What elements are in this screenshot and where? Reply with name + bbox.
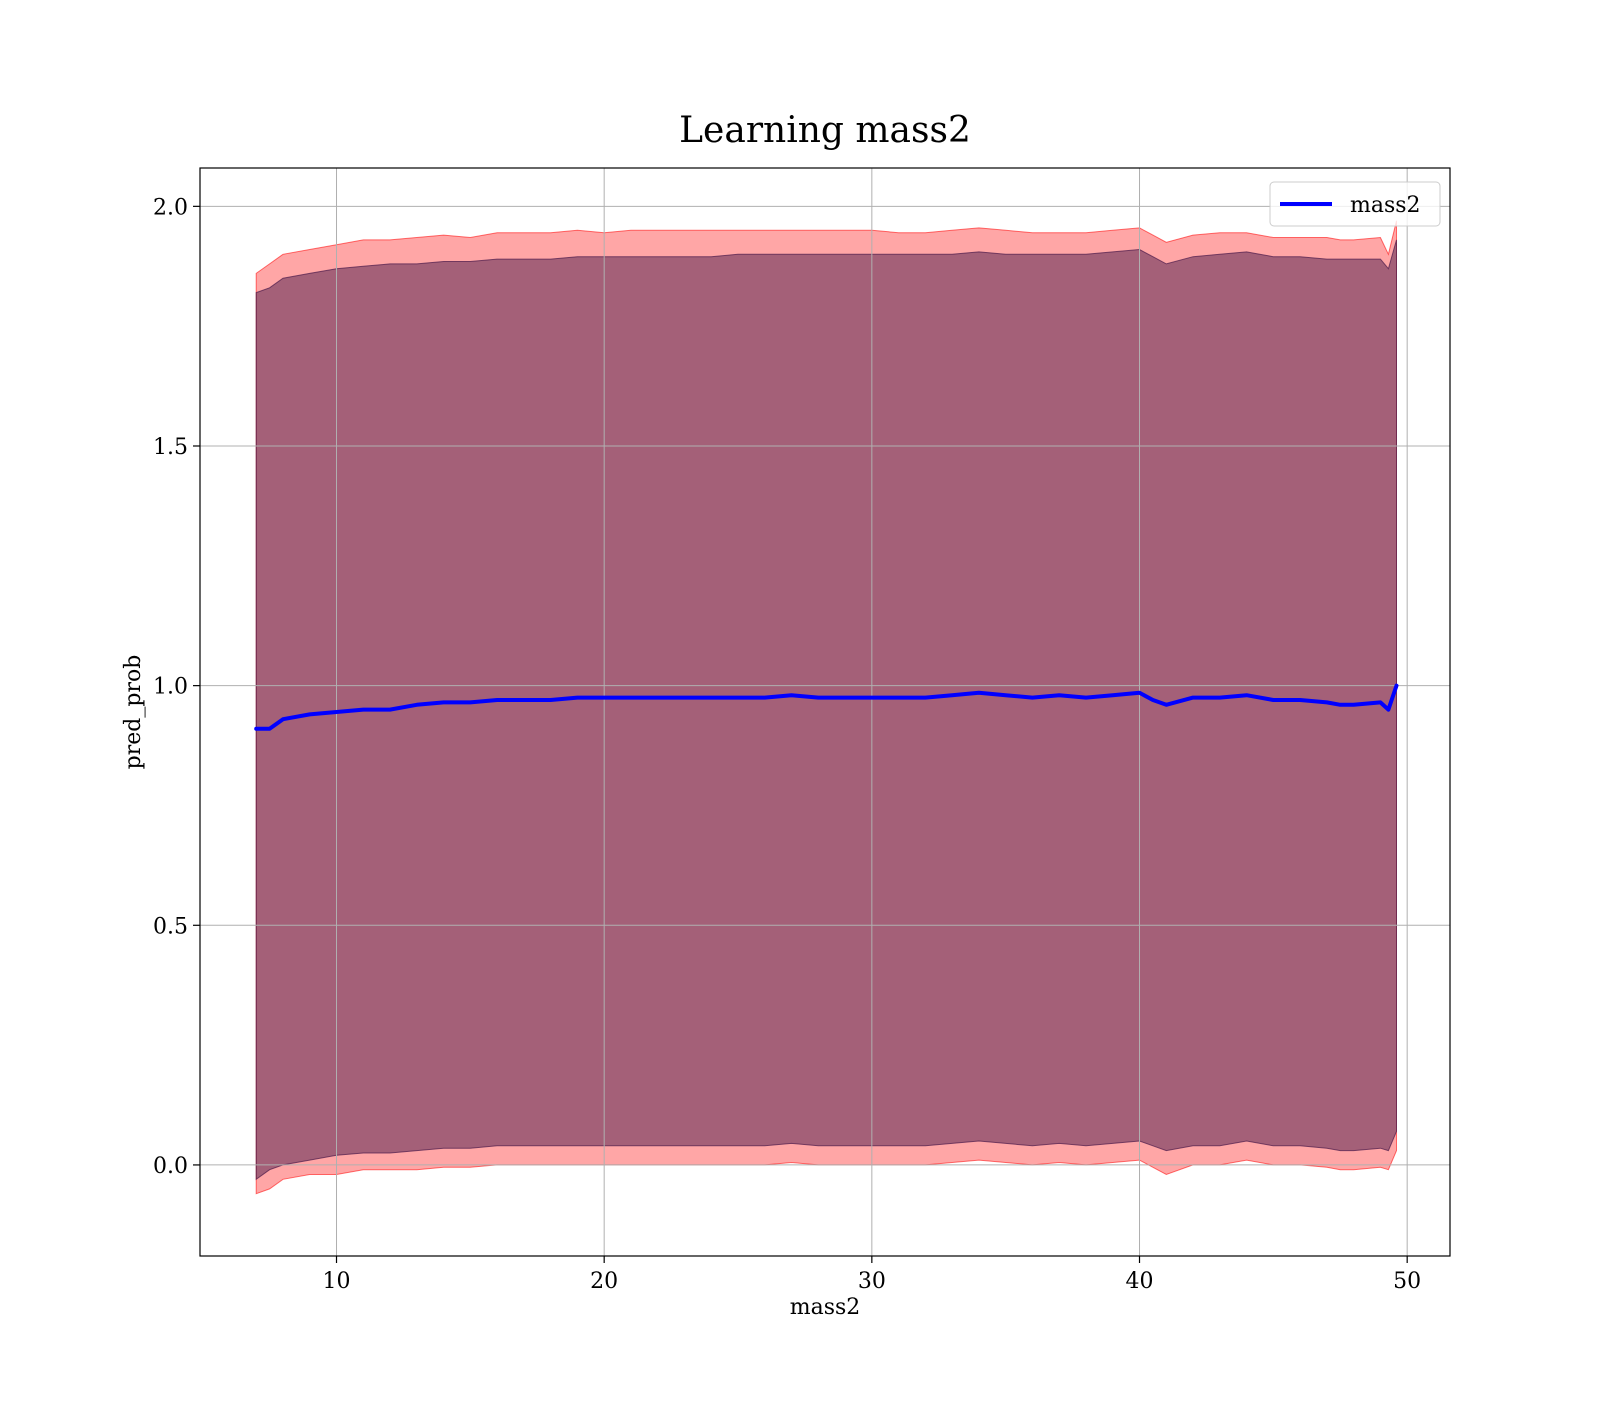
x-tick-label: 20 (590, 1269, 618, 1294)
x-tick-label: 50 (1393, 1269, 1421, 1294)
plot-frame (199, 167, 1451, 1257)
y-axis-label: pred_prob (121, 655, 146, 770)
chart-title: Learning mass2 (679, 110, 971, 151)
x-axis-label: mass2 (790, 1295, 861, 1320)
y-tick-label: 1.0 (153, 675, 188, 700)
x-tick-label: 40 (1126, 1269, 1154, 1294)
legend-label-mass2: mass2 (1350, 193, 1421, 218)
legend-box (1269, 181, 1441, 227)
grid-lines (200, 168, 1450, 1256)
series-lines (254, 683, 1399, 731)
y-tick-label: 0.5 (153, 914, 188, 939)
confidence-bands (255, 220, 1397, 1195)
x-tick-label: 10 (323, 1269, 351, 1294)
y-tick-label: 1.5 (153, 435, 188, 460)
y-tick-label: 2.0 (153, 195, 188, 220)
legend: mass2 (1269, 181, 1441, 227)
x-axis-ticks: 10 20 30 40 50 (323, 1256, 1421, 1294)
series-line-mass2 (254, 683, 1399, 731)
x-tick-label: 30 (858, 1269, 886, 1294)
confidence-band-1 (255, 239, 1397, 1181)
y-tick-label: 0.0 (153, 1154, 188, 1179)
y-axis-ticks: 0.0 0.5 1.0 1.5 2.0 (153, 195, 200, 1179)
